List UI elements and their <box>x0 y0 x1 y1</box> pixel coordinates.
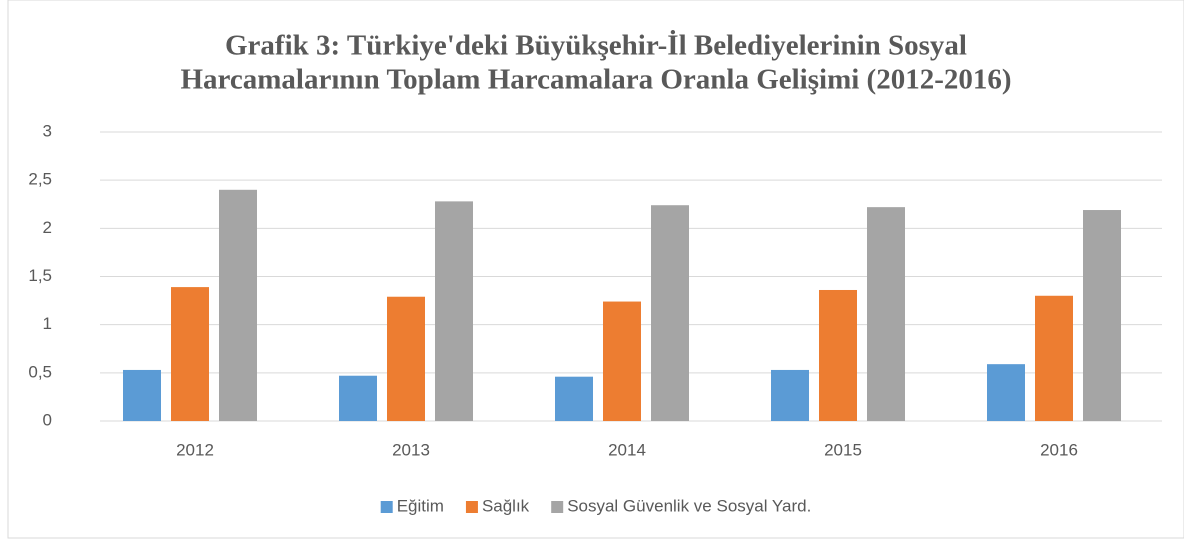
y-tick-label: 3 <box>43 121 52 140</box>
legend-swatch <box>465 501 478 513</box>
bar <box>603 301 641 421</box>
x-tick-label: 2012 <box>176 440 214 459</box>
bar <box>987 364 1025 421</box>
y-tick-label: 1,5 <box>28 266 52 285</box>
bar <box>555 376 593 421</box>
x-tick-label: 2013 <box>392 440 430 459</box>
bar <box>171 287 209 421</box>
y-tick-label: 0,5 <box>28 362 52 381</box>
bar <box>123 369 161 421</box>
y-tick-label: 2 <box>43 218 52 237</box>
chart-frame <box>7 0 1184 539</box>
bar <box>771 369 809 421</box>
bar <box>1083 210 1121 421</box>
bar <box>867 207 905 421</box>
bar <box>651 205 689 421</box>
x-tick-label: 2014 <box>608 440 646 459</box>
x-tick-label: 2016 <box>1040 440 1078 459</box>
y-tick-label: 1 <box>43 314 52 333</box>
bar <box>1035 295 1073 421</box>
bar <box>435 201 473 421</box>
x-tick-label: 2015 <box>824 440 862 459</box>
bar <box>339 375 377 421</box>
legend-label: Sağlık <box>482 496 530 515</box>
bar <box>819 289 857 421</box>
legend-swatch <box>380 501 393 513</box>
legend-label: Eğitim <box>397 496 444 515</box>
legend-label: Sosyal Güvenlik ve Sosyal Yard. <box>567 496 811 515</box>
y-tick-label: 2,5 <box>28 170 52 189</box>
chart-title: Grafik 3: Türkiye'deki Büyükşehir-İl Bel… <box>225 29 967 62</box>
y-tick-label: 0 <box>43 410 52 429</box>
bar <box>219 189 257 421</box>
chart-title: Harcamalarının Toplam Harcamalara Oranla… <box>180 64 1011 96</box>
bar <box>387 296 425 421</box>
legend-swatch <box>551 501 564 513</box>
